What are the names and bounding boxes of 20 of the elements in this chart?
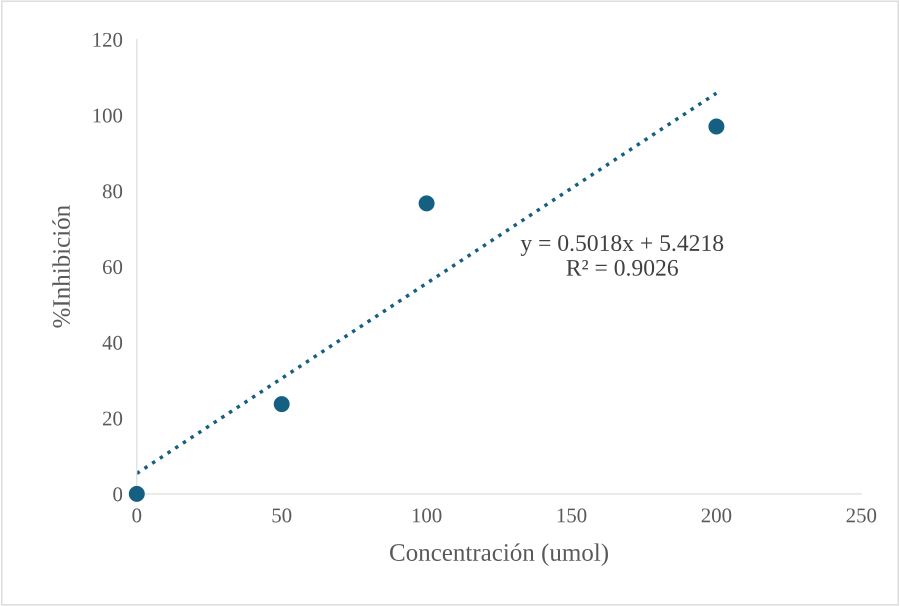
x-tick-label: 200	[702, 508, 732, 522]
y-axis-title: %Inhibición	[52, 205, 70, 328]
x-tick-label: 150	[558, 508, 586, 522]
x-tick-label: 100	[412, 508, 442, 522]
y-tick-label: 0	[113, 487, 122, 502]
y-tick-label: 60	[102, 260, 122, 274]
y-tick-label: 80	[102, 184, 122, 198]
y-tick-label: 40	[102, 336, 122, 350]
point	[128, 486, 145, 502]
x-tick-label: 0	[132, 508, 142, 522]
y-tick-label: 20	[102, 412, 122, 426]
x-axis-title: Concentración (umol)	[390, 543, 608, 566]
y-tick-label: 120	[93, 32, 122, 47]
x-tick-label: 250	[846, 508, 876, 522]
point	[418, 195, 435, 212]
x-tick-label: 50	[272, 508, 292, 522]
point	[708, 118, 724, 134]
annotation: y = 0.5018x + 5.4218 R² = 0.9026	[520, 235, 724, 276]
point	[274, 396, 290, 412]
y-tick-label: 100	[93, 108, 122, 123]
